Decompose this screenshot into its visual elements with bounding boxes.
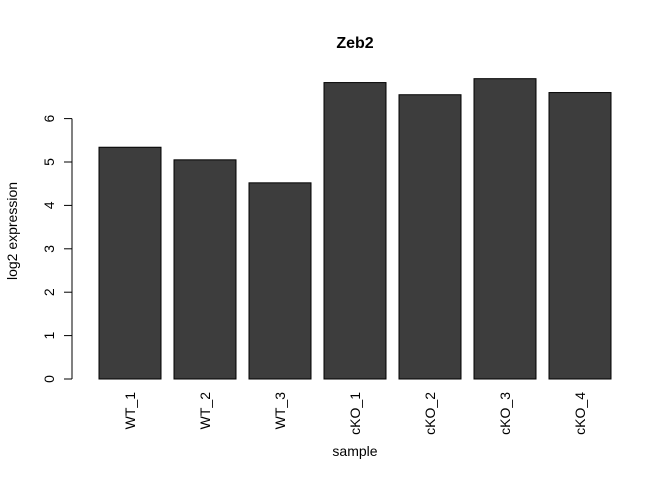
bar-cko-4 bbox=[548, 92, 612, 380]
chart-title: Zeb2 bbox=[336, 35, 373, 52]
bar-cko-3 bbox=[473, 78, 537, 380]
bar-wt-1 bbox=[98, 146, 162, 380]
x-tick-label-cko-2: cKO_2 bbox=[422, 392, 438, 435]
x-tick-label-wt-3: WT_3 bbox=[272, 392, 288, 430]
x-tick-label-cko-1: cKO_1 bbox=[347, 392, 363, 435]
y-tick-label: 2 bbox=[41, 288, 57, 296]
x-axis-label: sample bbox=[332, 443, 377, 459]
y-tick-label: 5 bbox=[41, 158, 57, 166]
y-axis: 0 1 2 3 4 5 6 bbox=[41, 114, 73, 383]
x-tick-label-cko-3: cKO_3 bbox=[497, 392, 513, 435]
x-tick-label-wt-2: WT_2 bbox=[197, 392, 213, 430]
y-tick-label: 0 bbox=[41, 375, 57, 383]
x-tick-label-wt-1: WT_1 bbox=[122, 392, 138, 430]
x-tick-label-cko-4: cKO_4 bbox=[572, 392, 588, 435]
bar-wt-2 bbox=[173, 159, 237, 380]
x-tick-labels: WT_1 WT_2 WT_3 cKO_1 cKO_2 cKO_3 cKO_4 bbox=[122, 392, 588, 435]
y-tick-label: 3 bbox=[41, 245, 57, 253]
y-tick-label: 6 bbox=[41, 114, 57, 122]
bar-wt-3 bbox=[248, 182, 312, 380]
y-tick-label: 1 bbox=[41, 331, 57, 339]
y-axis-label: log2 expression bbox=[4, 182, 20, 280]
bar-cko-1 bbox=[323, 82, 387, 380]
y-tick-label: 4 bbox=[41, 201, 57, 209]
bars-group bbox=[98, 78, 612, 380]
bar-cko-2 bbox=[398, 94, 462, 380]
